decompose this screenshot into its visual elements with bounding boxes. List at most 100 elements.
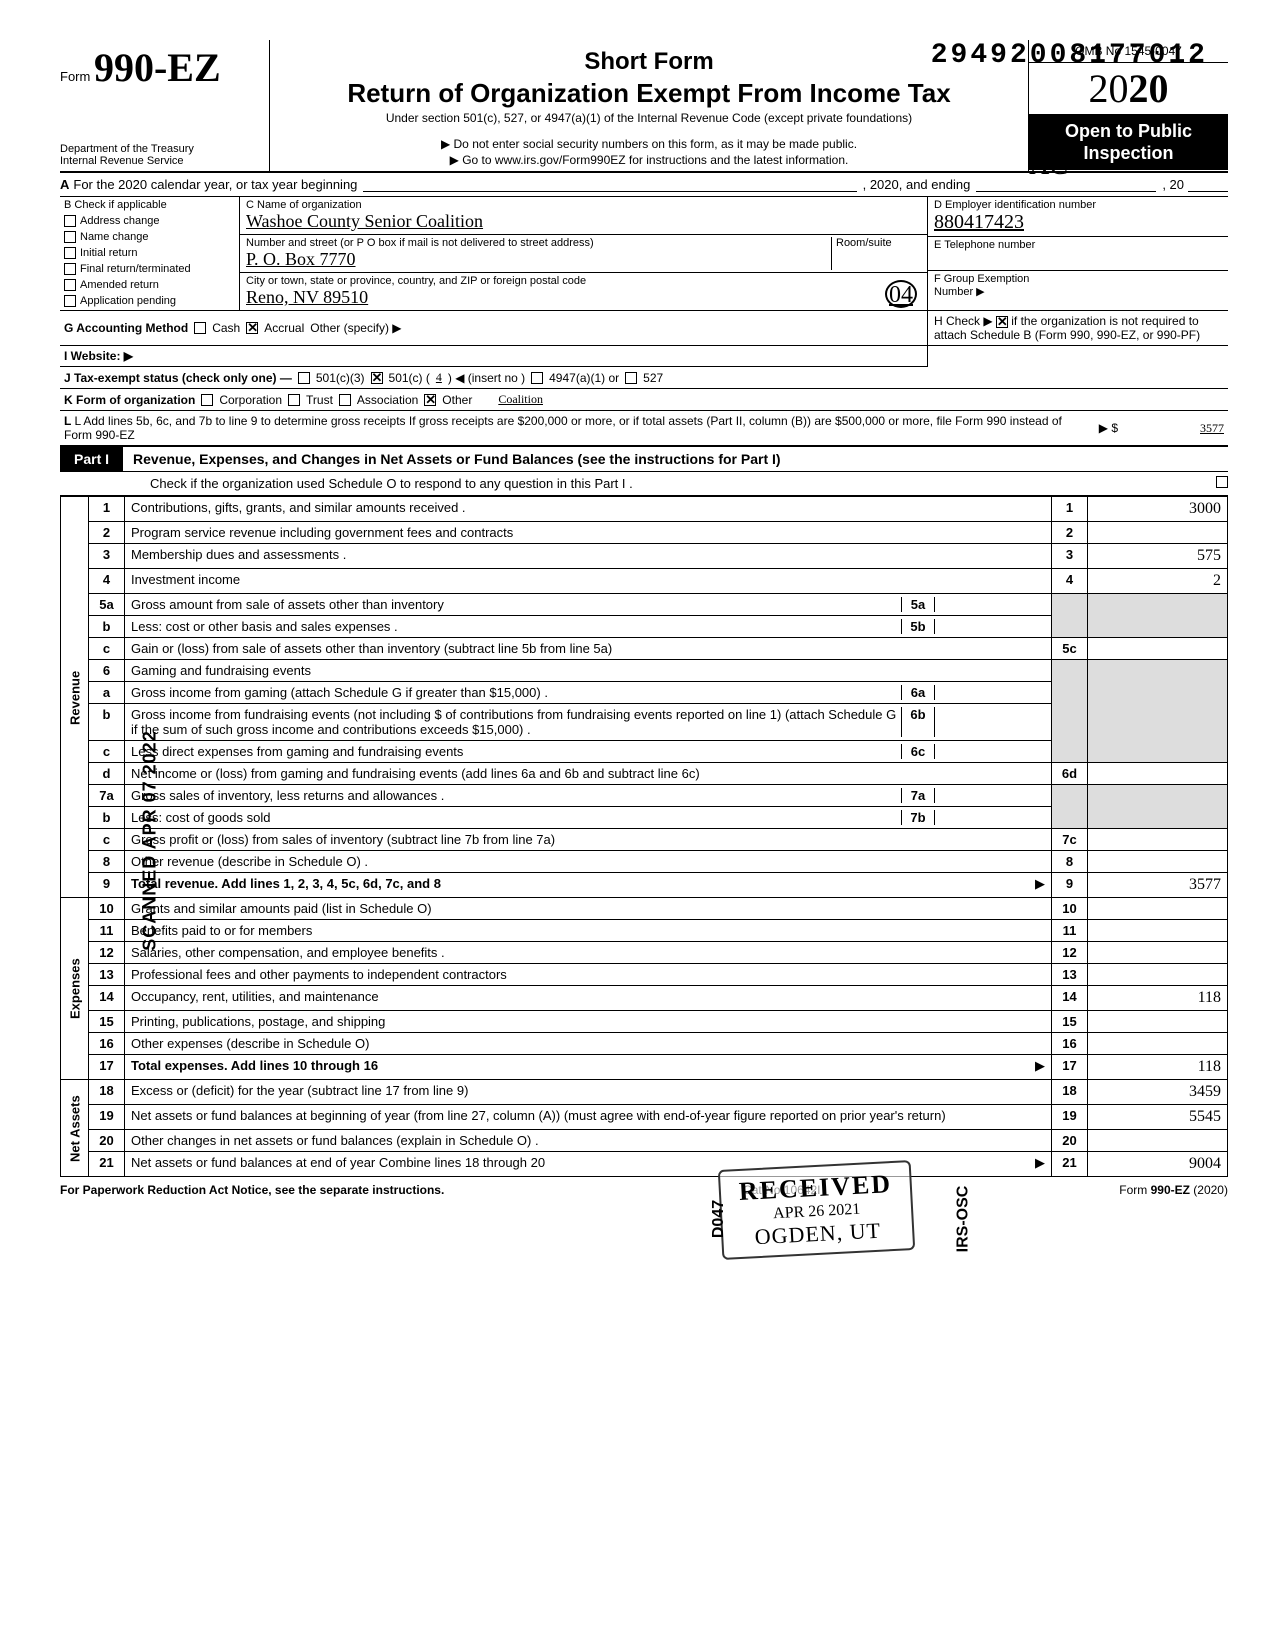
- chk-schedule-o[interactable]: [1216, 476, 1228, 488]
- col-c: C Name of organization Washoe County Sen…: [240, 197, 928, 310]
- line-9: Total revenue. Add lines 1, 2, 3, 4, 5c,…: [131, 876, 441, 891]
- chk-4947[interactable]: [531, 372, 543, 384]
- col-b-head: B Check if applicable: [60, 197, 239, 213]
- l-arrow: ▶ $: [1099, 421, 1118, 435]
- part-1-sub: Check if the organization used Schedule …: [60, 472, 1228, 496]
- line-5c: Gain or (loss) from sale of assets other…: [125, 638, 1052, 660]
- line-10: Grants and similar amounts paid (list in…: [125, 898, 1052, 920]
- chk-trust[interactable]: [288, 394, 300, 406]
- stamp-code-b: IRS-OSC: [954, 1186, 972, 1253]
- amt-17: 118: [1088, 1055, 1228, 1080]
- line-13: Professional fees and other payments to …: [125, 964, 1052, 986]
- line-7c: Gross profit or (loss) from sales of inv…: [125, 829, 1052, 851]
- line-3: Membership dues and assessments .: [125, 544, 1052, 569]
- initials-handwritten: AC: [1029, 150, 1068, 182]
- line-7b: Less: cost of goods sold: [131, 810, 901, 825]
- other-value: Coalition: [498, 392, 543, 407]
- chk-amended-return[interactable]: Amended return: [60, 277, 239, 293]
- row-j: J Tax-exempt status (check only one) — 5…: [60, 367, 1228, 389]
- ein-value: 880417423: [934, 211, 1222, 234]
- label-phone: E Telephone number: [934, 239, 1222, 251]
- chk-501c[interactable]: [371, 372, 383, 384]
- h-text1: H Check ▶: [934, 314, 993, 328]
- chk-assoc[interactable]: [339, 394, 351, 406]
- dln-number: 29492008177012: [931, 40, 1208, 71]
- label-j: J Tax-exempt status (check only one) —: [64, 371, 292, 385]
- footer-left: For Paperwork Reduction Act Notice, see …: [60, 1183, 444, 1197]
- line-6c: Less direct expenses from gaming and fun…: [131, 744, 901, 759]
- line-4: Investment income: [125, 569, 1052, 594]
- line-16: Other expenses (describe in Schedule O): [125, 1033, 1052, 1055]
- line-5a: Gross amount from sale of assets other t…: [131, 597, 901, 612]
- line-11: Benefits paid to or for members: [125, 920, 1052, 942]
- row-g-h: G Accounting Method Cash Accrual Other (…: [60, 311, 1228, 346]
- line-1: Contributions, gifts, grants, and simila…: [125, 497, 1052, 522]
- row-k: K Form of organization Corporation Trust…: [60, 389, 1228, 411]
- row-h: H Check ▶ if the organization is not req…: [928, 311, 1228, 345]
- amt-21: 9004: [1088, 1152, 1228, 1177]
- stamp-code-a: D047: [710, 1200, 728, 1238]
- amt-19: 5545: [1088, 1105, 1228, 1130]
- note-url: ▶ Go to www.irs.gov/Form990EZ for instru…: [278, 153, 1020, 167]
- subtitle: Under section 501(c), 527, or 4947(a)(1)…: [278, 111, 1020, 125]
- part-1-tag: Part I: [60, 447, 123, 471]
- chk-final-return[interactable]: Final return/terminated: [60, 261, 239, 277]
- chk-corp[interactable]: [201, 394, 213, 406]
- line-15: Printing, publications, postage, and shi…: [125, 1011, 1052, 1033]
- chk-h[interactable]: [996, 316, 1008, 328]
- line-18: Excess or (deficit) for the year (subtra…: [125, 1080, 1052, 1105]
- main-table: Revenue 1Contributions, gifts, grants, a…: [60, 496, 1228, 1177]
- chk-name-change[interactable]: Name change: [60, 229, 239, 245]
- cash-label: Cash: [212, 321, 240, 335]
- l-text: L Add lines 5b, 6c, and 7b to line 9 to …: [64, 414, 1062, 442]
- line-20: Other changes in net assets or fund bala…: [125, 1130, 1052, 1152]
- title-return: Return of Organization Exempt From Incom…: [278, 78, 1020, 109]
- side-revenue: Revenue: [61, 497, 89, 898]
- line-7a: Gross sales of inventory, less returns a…: [131, 788, 901, 803]
- label-group-exemption: F Group Exemption: [934, 273, 1222, 285]
- line-19: Net assets or fund balances at beginning…: [125, 1105, 1052, 1130]
- amt-3: 575: [1088, 544, 1228, 569]
- org-addr: P. O. Box 7770: [246, 249, 356, 270]
- label-city: City or town, state or province, country…: [246, 275, 921, 287]
- line-21: Net assets or fund balances at end of ye…: [131, 1155, 545, 1170]
- amt-4: 2: [1088, 569, 1228, 594]
- accrual-label: Accrual: [264, 321, 304, 335]
- label-a: A: [60, 177, 69, 192]
- form-number: Form 990-EZ: [60, 44, 263, 91]
- line-17: Total expenses. Add lines 10 through 16: [131, 1058, 378, 1073]
- chk-initial-return[interactable]: Initial return: [60, 245, 239, 261]
- line-5b: Less: cost or other basis and sales expe…: [131, 619, 901, 634]
- chk-address-change[interactable]: Address change: [60, 213, 239, 229]
- row-a-text3: , 20: [1162, 177, 1184, 192]
- org-name: Washoe County Senior Coalition: [246, 211, 483, 232]
- l-value: 3577: [1124, 421, 1224, 436]
- chk-accrual[interactable]: [246, 322, 258, 334]
- label-ein: D Employer identification number: [934, 199, 1222, 211]
- chk-cash[interactable]: [194, 322, 206, 334]
- part-1-title: Revenue, Expenses, and Changes in Net As…: [123, 451, 781, 467]
- line-8: Other revenue (describe in Schedule O) .: [125, 851, 1052, 873]
- label-org-name: C Name of organization: [246, 199, 921, 211]
- line-6d: Net income or (loss) from gaming and fun…: [125, 763, 1052, 785]
- label-k: K Form of organization: [64, 393, 195, 407]
- chk-other[interactable]: [424, 394, 436, 406]
- note-ssn: ▶ Do not enter social security numbers o…: [278, 137, 1020, 151]
- col-b: B Check if applicable Address change Nam…: [60, 197, 240, 310]
- chk-527[interactable]: [625, 372, 637, 384]
- line-6b: Gross income from fundraising events (no…: [131, 707, 901, 737]
- chk-application-pending[interactable]: Application pending: [60, 293, 239, 309]
- row-i: I Website: ▶: [60, 346, 928, 367]
- org-city: Reno, NV 89510: [246, 287, 368, 308]
- line-6a: Gross income from gaming (attach Schedul…: [131, 685, 901, 700]
- part-1-sub-text: Check if the organization used Schedule …: [150, 476, 633, 491]
- header-grid: B Check if applicable Address change Nam…: [60, 197, 1228, 311]
- amt-18: 3459: [1088, 1080, 1228, 1105]
- stamp-received: RECEIVED APR 26 2021 OGDEN, UT: [718, 1160, 916, 1260]
- room-suite: Room/suite: [831, 237, 921, 270]
- amt-1: 3000: [1088, 497, 1228, 522]
- form-prefix: Form: [60, 69, 90, 84]
- other-label: Other (specify) ▶: [310, 321, 401, 335]
- line-12: Salaries, other compensation, and employ…: [125, 942, 1052, 964]
- chk-501c3[interactable]: [298, 372, 310, 384]
